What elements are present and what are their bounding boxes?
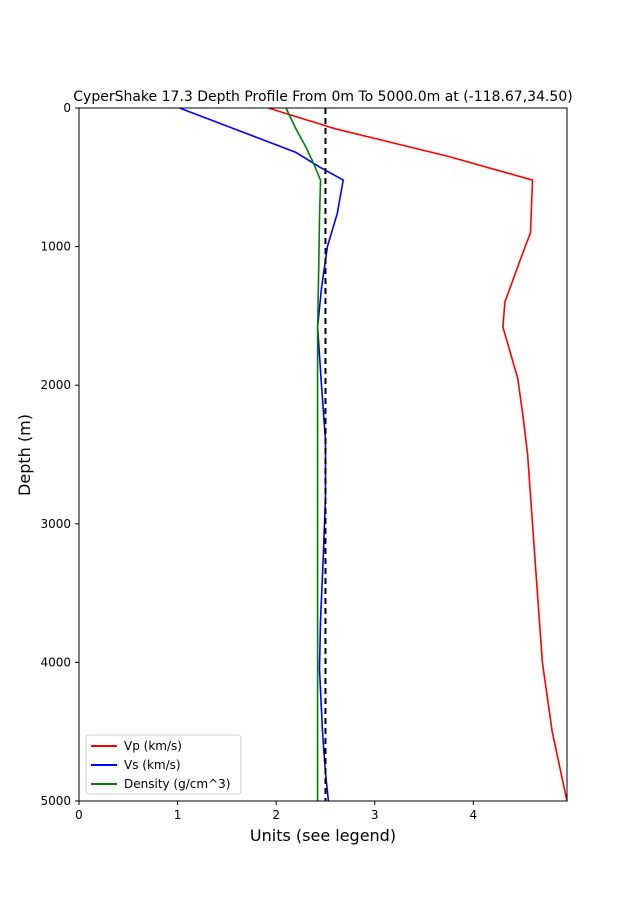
x-tick-label: 0 xyxy=(75,808,83,822)
x-axis-ticks: 0 1 2 3 4 xyxy=(75,801,477,822)
legend-box xyxy=(85,734,242,795)
series-line-2 xyxy=(285,107,322,801)
legend-label-vs: Vs (km/s) xyxy=(124,758,181,772)
y-axis-ticks: 0 1000 2000 3000 4000 5000 xyxy=(40,101,79,808)
series-line-0 xyxy=(268,107,568,802)
y-tick-label: 2000 xyxy=(40,378,71,392)
y-tick-label: 4000 xyxy=(40,655,71,669)
legend: Vp (km/s) Vs (km/s) Density (g/cm^3) xyxy=(85,734,242,795)
chart-title: CyperShake 17.3 Depth Profile From 0m To… xyxy=(73,89,572,105)
y-axis-label: Depth (m) xyxy=(15,414,34,496)
axes-frame xyxy=(78,107,568,802)
y-tick-label: 0 xyxy=(63,101,71,115)
x-tick-label: 3 xyxy=(371,808,379,822)
legend-label-density: Density (g/cm^3) xyxy=(124,777,230,791)
plot-area xyxy=(78,107,568,802)
x-tick-label: 4 xyxy=(470,808,478,822)
legend-label-vp: Vp (km/s) xyxy=(124,739,182,753)
x-axis-label: Units (see legend) xyxy=(250,826,396,845)
series-layer xyxy=(179,107,568,802)
series-line-1 xyxy=(179,107,345,802)
y-tick-label: 3000 xyxy=(40,517,71,531)
y-tick-label: 1000 xyxy=(40,240,71,254)
x-tick-label: 2 xyxy=(272,808,280,822)
y-tick-label: 5000 xyxy=(40,794,71,808)
x-tick-label: 1 xyxy=(174,808,182,822)
